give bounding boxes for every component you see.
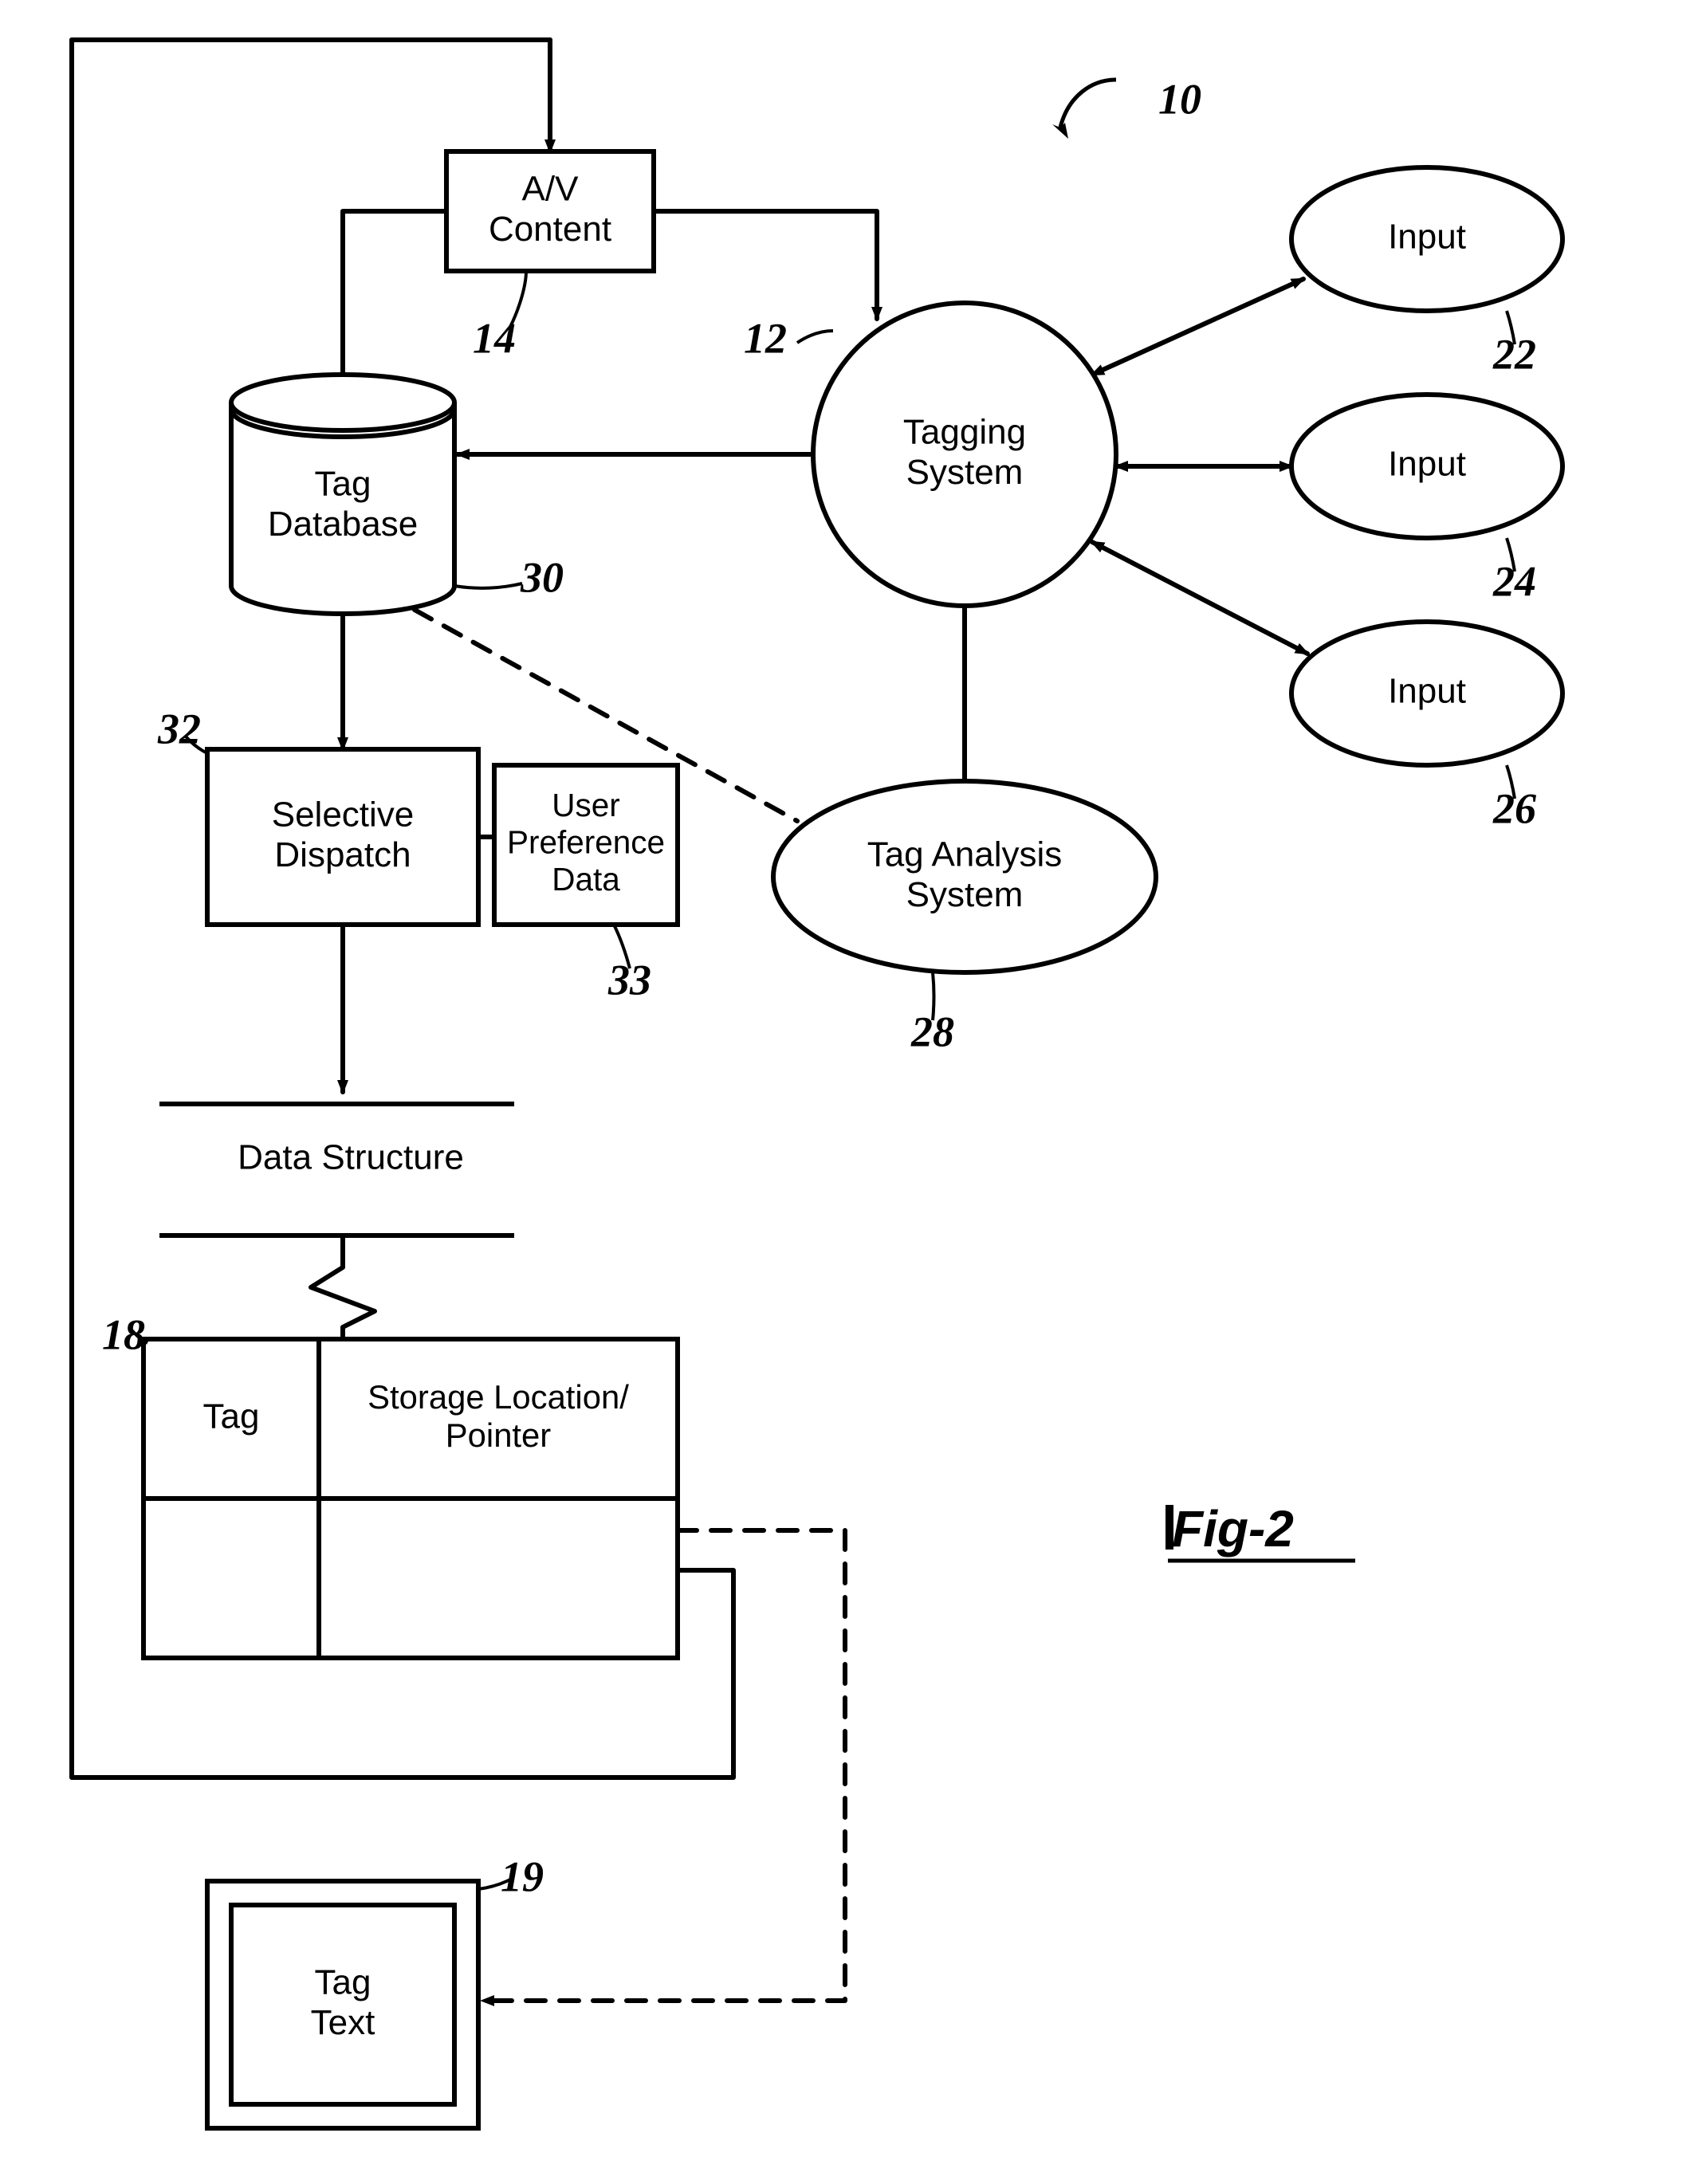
svg-text:30: 30 [520,553,564,601]
svg-text:Data Structure: Data Structure [238,1138,464,1177]
svg-text:22: 22 [1492,330,1536,378]
svg-text:Dispatch: Dispatch [274,835,411,874]
svg-text:33: 33 [607,956,651,1004]
svg-text:18: 18 [102,1310,145,1358]
svg-text:Selective: Selective [272,795,415,834]
svg-text:Preference: Preference [507,824,665,861]
svg-text:Tag: Tag [315,464,371,503]
svg-text:Tag: Tag [203,1397,260,1436]
svg-text:26: 26 [1492,784,1536,832]
svg-text:Text: Text [311,2003,375,2042]
svg-text:A/V: A/V [522,169,580,208]
svg-text:Data: Data [552,861,620,898]
svg-text:Tag: Tag [315,1962,371,2001]
svg-text:Tag Analysis: Tag Analysis [867,835,1063,874]
svg-text:19: 19 [501,1852,544,1900]
svg-text:28: 28 [910,1008,954,1055]
svg-text:14: 14 [473,314,516,362]
svg-text:Content: Content [489,210,611,249]
svg-text:User: User [552,787,619,823]
svg-text:10: 10 [1158,75,1201,123]
svg-text:System: System [906,453,1024,492]
svg-text:12: 12 [744,314,787,362]
svg-text:Pointer: Pointer [446,1416,552,1454]
svg-text:Fig-2: Fig-2 [1172,1500,1294,1557]
svg-text:Input: Input [1388,218,1466,257]
svg-text:Database: Database [268,505,418,544]
svg-text:Storage Location/: Storage Location/ [368,1378,629,1416]
svg-text:Tagging: Tagging [903,412,1026,451]
svg-text:System: System [906,875,1024,914]
svg-text:24: 24 [1492,557,1536,605]
svg-text:32: 32 [157,705,201,752]
svg-text:Input: Input [1388,445,1466,484]
svg-text:Input: Input [1388,672,1466,711]
